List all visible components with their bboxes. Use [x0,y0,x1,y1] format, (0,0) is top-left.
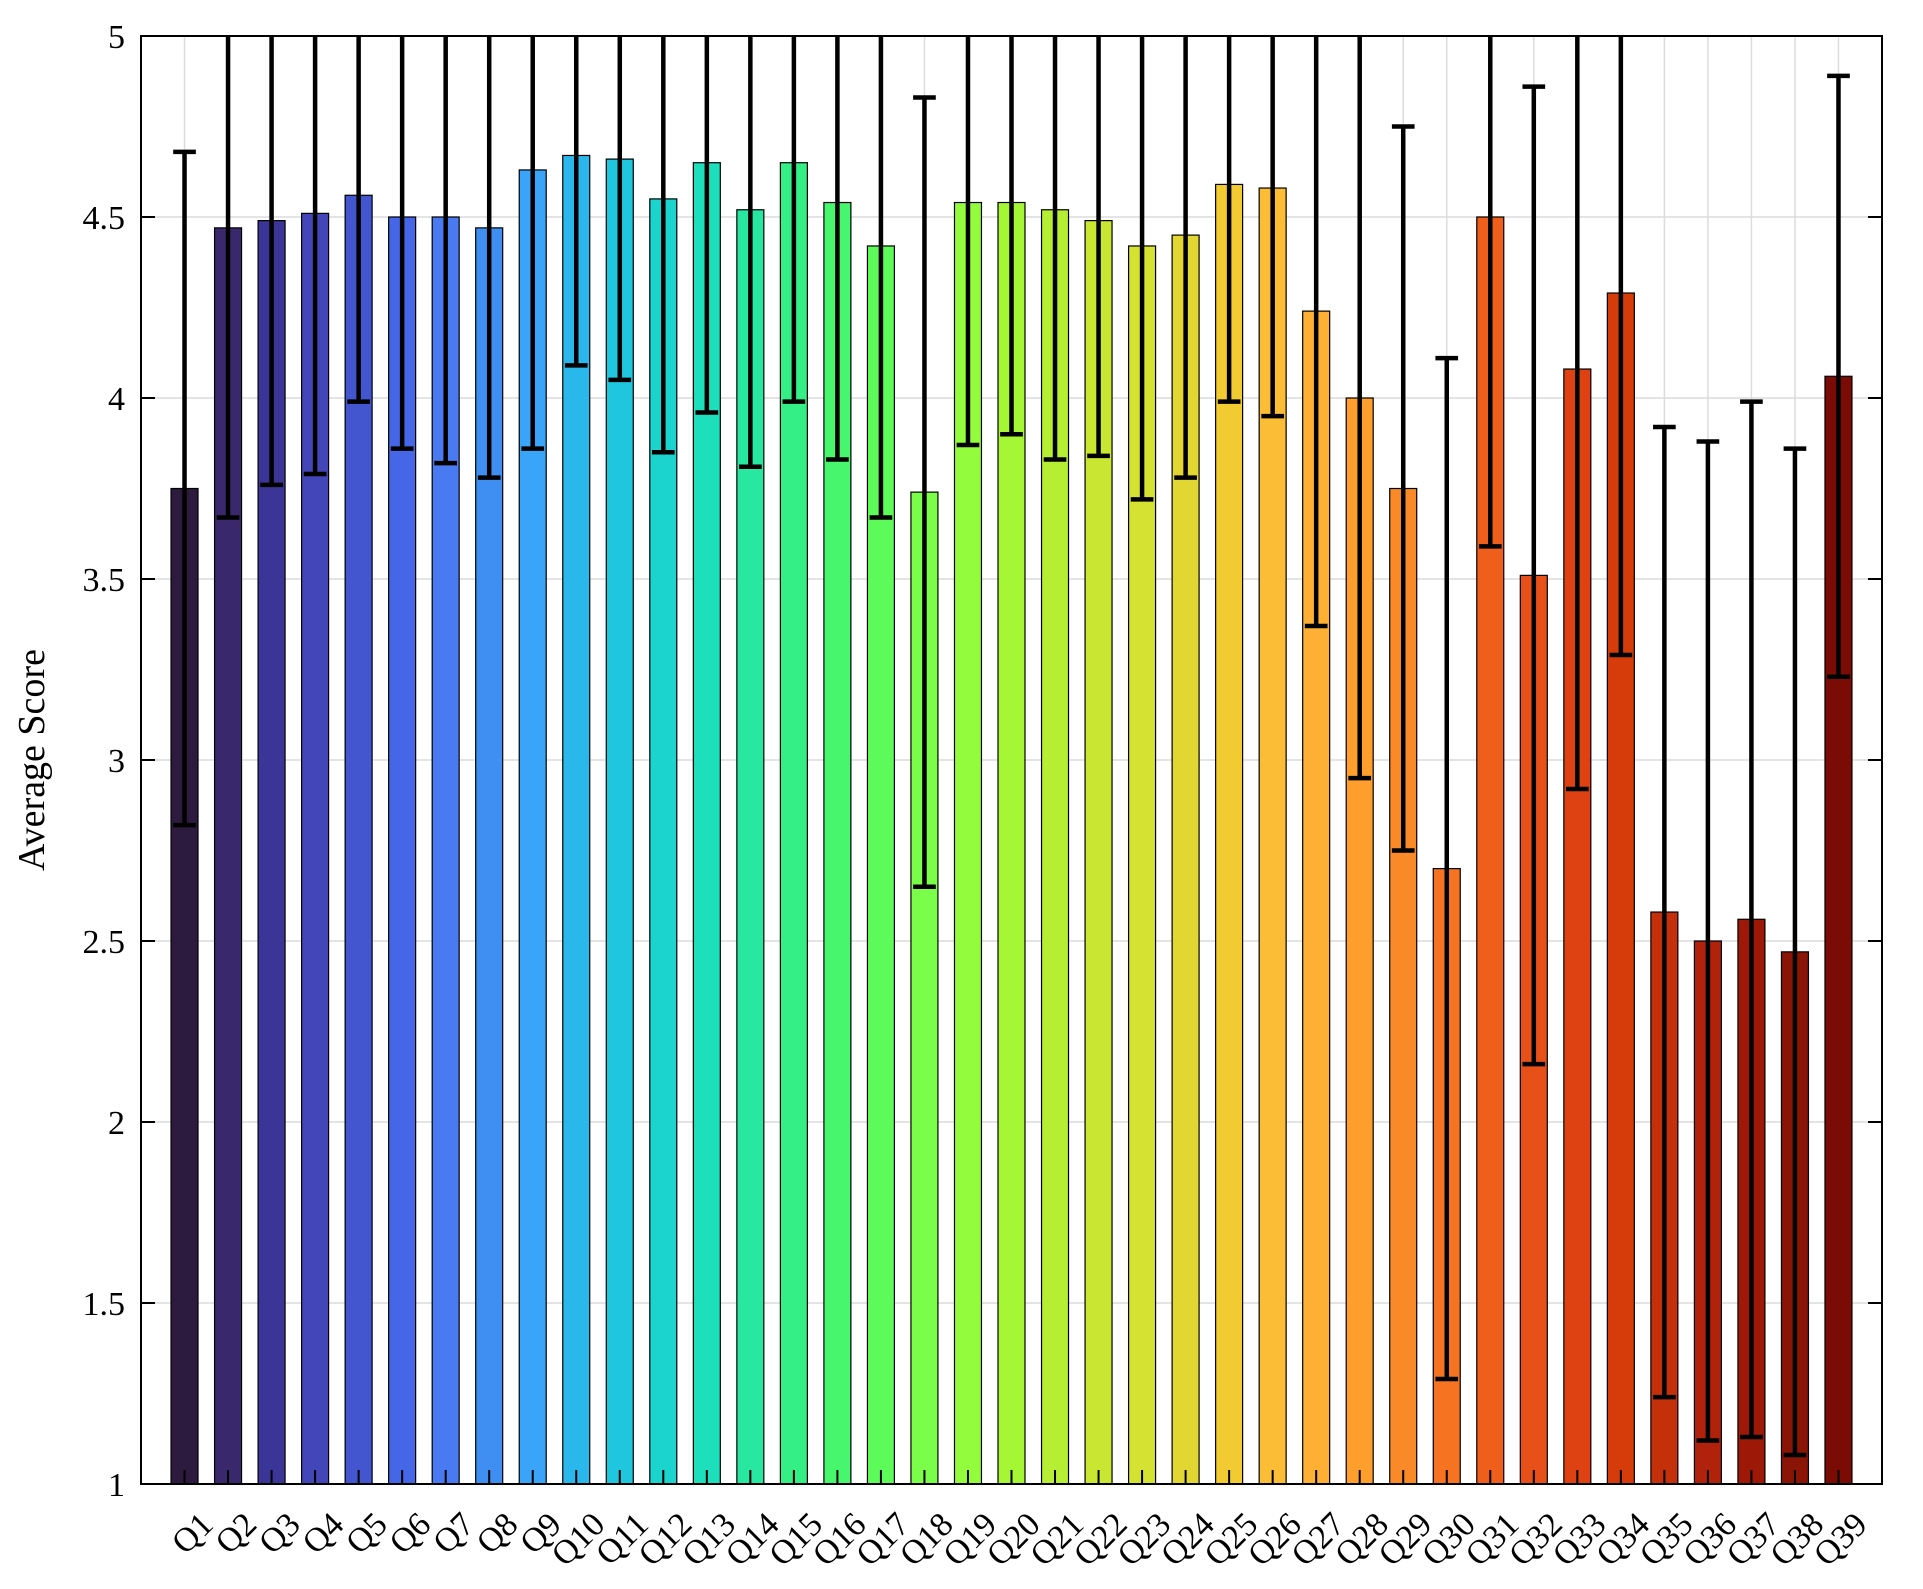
y-tick-label: 1 [108,1467,125,1504]
y-tick-label: 3 [108,743,125,780]
y-tick-label: 1.5 [83,1286,126,1323]
y-tick-label: 5 [108,19,125,56]
error-bars [173,36,1850,1458]
y-axis-ticks: 1 1.5 2 2.5 3 3.5 4 4.5 5 [83,19,1882,1504]
x-axis-ticks: Q1Q2Q3Q4Q5Q6Q7Q8Q9Q10Q11Q12Q13Q14Q15Q16Q… [165,1470,1875,1573]
y-tick-label: 2 [108,1105,125,1142]
y-axis-label: Average Score [11,649,53,871]
bar-q10 [562,154,591,1485]
y-tick-label: 4 [108,381,125,418]
x-tick-label-q39: Q39 [1807,1506,1875,1574]
y-tick-label: 2.5 [83,924,126,961]
bar-q23 [1127,245,1157,1485]
y-tick-label: 4.5 [83,200,126,237]
y-tick-label: 3.5 [83,562,126,599]
